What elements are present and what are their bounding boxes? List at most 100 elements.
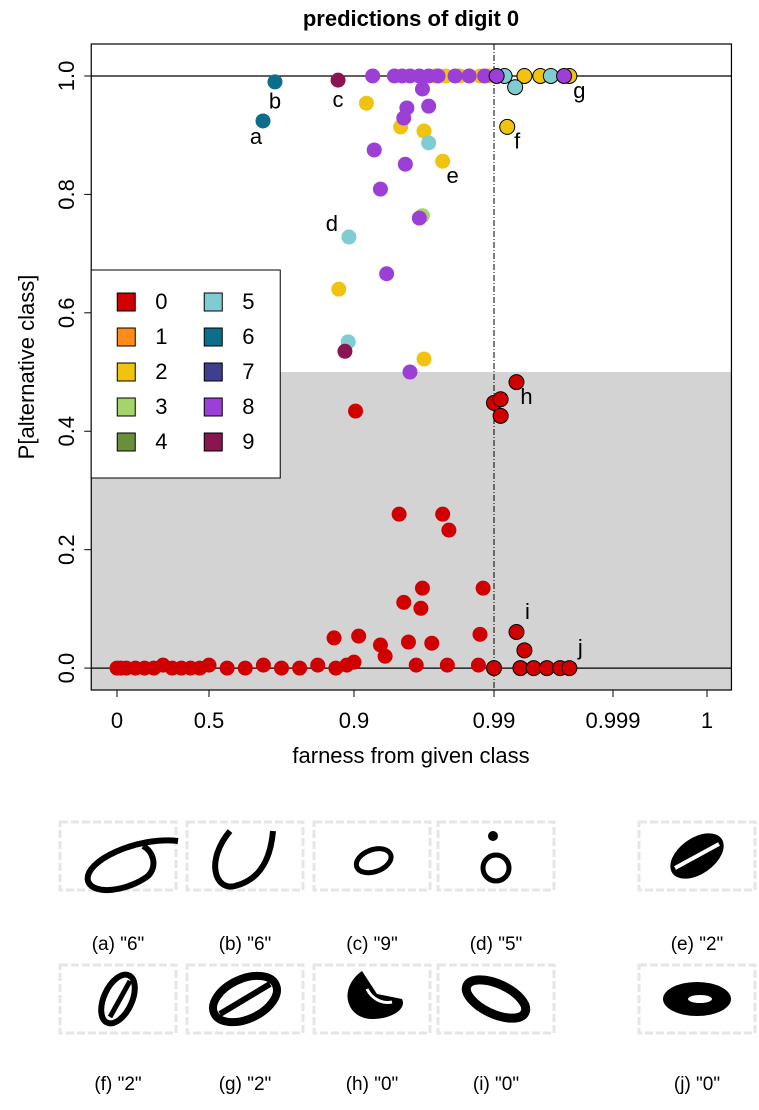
point xyxy=(408,657,424,673)
x-tick-label: 1 xyxy=(701,708,713,733)
chart-title: predictions of digit 0 xyxy=(303,6,519,31)
legend-swatch xyxy=(203,327,223,347)
legend-label: 3 xyxy=(155,394,167,419)
thumbnail-caption: (g) "2" xyxy=(219,1074,272,1095)
point xyxy=(556,67,573,84)
point xyxy=(421,135,437,151)
annotation: d xyxy=(326,211,338,236)
y-axis-label: P[alternative class] xyxy=(14,275,39,460)
point xyxy=(414,580,430,596)
thumbnail-caption: (b) "6" xyxy=(219,934,272,955)
point xyxy=(337,343,353,359)
legend-label: 8 xyxy=(242,394,254,419)
point xyxy=(488,67,505,84)
digit-image xyxy=(347,971,403,1019)
x-tick-label: 0.5 xyxy=(194,708,225,733)
point xyxy=(447,68,463,84)
y-tick-label: 0.4 xyxy=(54,416,79,447)
legend-swatch xyxy=(203,362,223,382)
legend-label: 0 xyxy=(155,289,167,314)
x-tick-label: 0.99 xyxy=(473,708,516,733)
point xyxy=(396,594,412,610)
point xyxy=(348,403,364,419)
legend-label: 9 xyxy=(242,429,254,454)
point xyxy=(366,142,382,158)
point xyxy=(331,281,347,297)
y-tick-label: 0.8 xyxy=(54,179,79,210)
legend-label: 1 xyxy=(155,324,167,349)
legend-label: 7 xyxy=(242,359,254,384)
y-tick-label: 0.2 xyxy=(54,534,79,565)
thumbnail-frame xyxy=(58,820,178,892)
point xyxy=(377,648,393,664)
digit-image xyxy=(212,829,276,890)
legend-swatch xyxy=(203,397,223,417)
thumbnail-caption: (c) "9" xyxy=(346,934,398,955)
thumbnail-caption: (i) "0" xyxy=(473,1074,519,1095)
annotation: i xyxy=(525,599,530,624)
point xyxy=(561,660,578,677)
thumbnail-caption: (j) "0" xyxy=(674,1074,720,1095)
point xyxy=(461,68,477,84)
point xyxy=(508,623,525,640)
point xyxy=(424,635,440,651)
point xyxy=(411,210,427,226)
point xyxy=(508,374,525,391)
thumbnail-caption: (e) "2" xyxy=(671,934,724,955)
annotation: b xyxy=(269,89,281,114)
legend-label: 4 xyxy=(155,429,167,454)
x-axis-label: farness from given class xyxy=(292,743,529,768)
thumbnail-frame xyxy=(436,963,556,1035)
legend-label: 5 xyxy=(242,289,254,314)
point xyxy=(372,637,388,653)
point xyxy=(396,110,412,126)
annotation: c xyxy=(333,87,344,112)
digit-image xyxy=(480,831,512,884)
point xyxy=(439,657,455,673)
point xyxy=(414,81,430,97)
point xyxy=(219,660,235,676)
point xyxy=(477,68,493,84)
point xyxy=(358,95,374,111)
point xyxy=(507,79,524,96)
point xyxy=(421,98,437,114)
x-tick-label: 0 xyxy=(111,708,123,733)
thumbnail-caption: (f) "2" xyxy=(94,1074,141,1095)
point xyxy=(475,580,491,596)
point xyxy=(267,74,283,90)
digit-image xyxy=(461,975,531,1023)
point xyxy=(430,68,446,84)
point xyxy=(365,68,381,84)
x-tick-label: 0.999 xyxy=(585,708,640,733)
thumbnail-frame xyxy=(185,820,305,892)
point xyxy=(516,67,533,84)
point xyxy=(310,657,326,673)
legend-label: 6 xyxy=(242,324,254,349)
y-tick-label: 1.0 xyxy=(54,61,79,92)
point xyxy=(379,266,395,282)
annotation: g xyxy=(573,78,585,103)
legend-swatch xyxy=(116,292,136,312)
point xyxy=(435,506,451,522)
legend-swatch xyxy=(116,397,136,417)
y-tick-label: 0.0 xyxy=(54,653,79,684)
point xyxy=(201,657,217,673)
point xyxy=(416,351,432,367)
point xyxy=(255,113,271,129)
annotation: h xyxy=(520,384,532,409)
point xyxy=(441,522,457,538)
digit-image xyxy=(84,837,179,894)
point xyxy=(397,156,413,172)
digit-image xyxy=(209,971,281,1027)
digit-image xyxy=(353,846,394,876)
point xyxy=(516,642,533,659)
point xyxy=(274,660,289,676)
legend-label: 2 xyxy=(155,359,167,384)
point xyxy=(400,634,416,650)
point xyxy=(330,72,346,88)
legend-swatch xyxy=(116,432,136,452)
point xyxy=(492,407,509,424)
annotation: a xyxy=(250,124,263,149)
